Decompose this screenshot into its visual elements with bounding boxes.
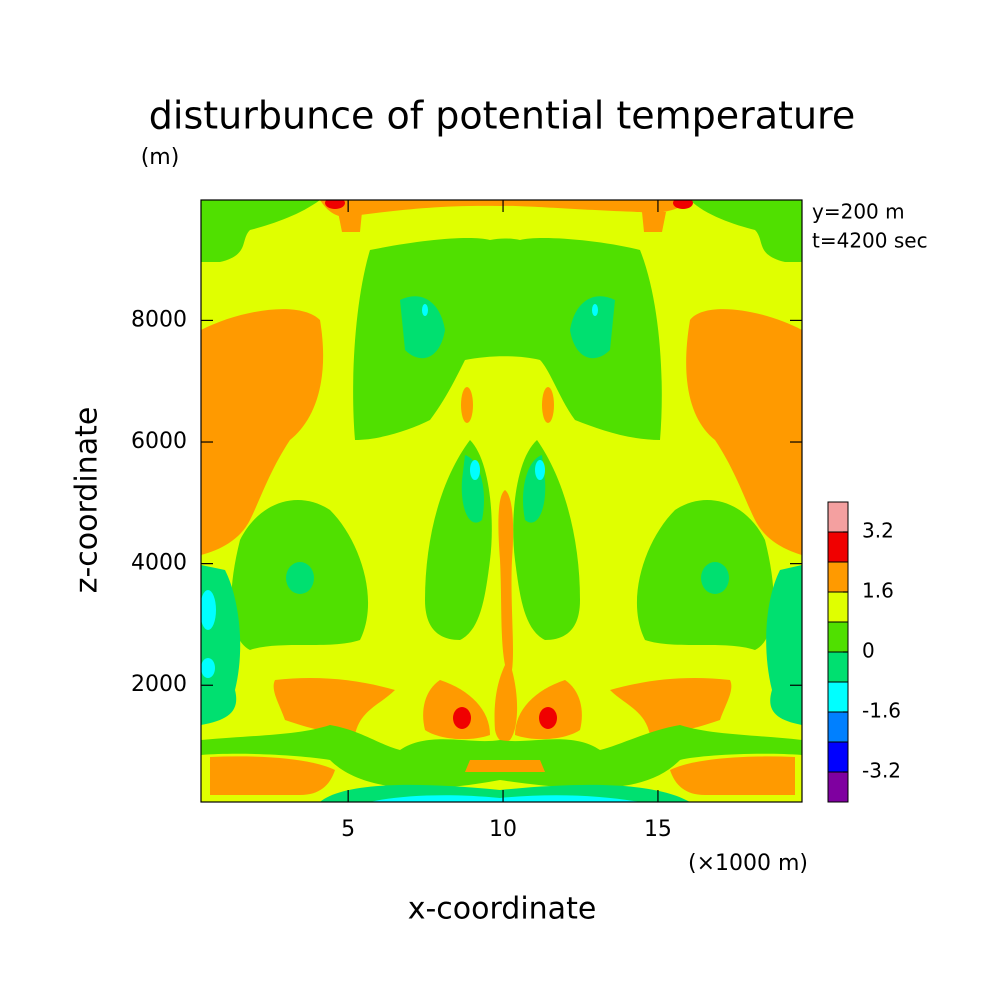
colorbar-tick-label: -3.2 [862,759,901,783]
y-tick-label: 2000 [131,672,187,697]
colorbar-box [827,591,849,623]
contour-region [273,678,395,735]
x-tick-label: 10 [489,817,517,842]
contour-region [286,562,314,594]
contour-region [453,707,471,729]
colorbar-box [827,711,849,743]
contour-region [542,387,554,423]
axes: 5 10 15 2000 4000 6000 8000 [131,200,802,842]
contour-region [320,200,690,217]
contour-region [494,490,518,742]
contour-region [201,725,802,789]
contour-region [353,238,662,440]
colorbar-tick-label: -1.6 [862,699,901,723]
contour-region [535,460,545,480]
y-axis-label: z-coordinate [70,407,105,594]
x-unit: (×1000 m) [688,851,808,876]
annotation: t=4200 sec [812,229,928,253]
contour-region [592,304,598,316]
contour-region [201,309,324,555]
plot-frame [200,199,803,803]
contour-region [201,200,320,262]
contour-region [610,678,732,735]
contour-region [422,304,428,316]
x-tick-label: 5 [341,817,355,842]
contour-region [370,795,640,802]
y-tick-label: 4000 [131,551,187,576]
contour-region [461,387,473,423]
contour-region [201,590,216,630]
contour-region [400,296,445,359]
y-unit: (m) [141,145,180,170]
chart-title: disturbunce of potential temperature [149,94,855,138]
y-tick-label: 6000 [131,429,187,454]
colorbar-box [827,501,849,533]
annotation: y=200 m [812,200,905,224]
contour-region [673,200,693,209]
colorbar-box [827,561,849,593]
colorbar-box [827,741,849,773]
colorbar-tick-label: 1.6 [862,579,894,603]
contour-region [642,212,666,232]
contour-region [210,756,335,795]
y-tick-label: 8000 [131,307,187,332]
colorbar-box [827,621,849,653]
x-tick-label: 15 [644,817,672,842]
colorbar-box [827,651,849,683]
colorbar-box [827,531,849,563]
contour-field [201,200,802,802]
contour-region [465,760,545,772]
contour-region [338,212,362,232]
contour-region [690,200,802,262]
colorbar-tick-label: 0 [862,639,875,663]
x-axis-label: x-coordinate [408,892,597,927]
contour-region [470,460,480,480]
contour-region [570,296,615,359]
colorbar-box [827,681,849,713]
colorbar: -3.2 -1.6 0 1.6 3.2 [827,501,901,803]
colorbar-tick-label: 3.2 [862,519,894,543]
contour-region [539,707,557,729]
contour-region [670,756,795,795]
contour-region [325,200,345,209]
contour-region [701,562,729,594]
contour-region [201,658,215,678]
colorbar-box [827,771,849,803]
contour-region [686,309,802,555]
